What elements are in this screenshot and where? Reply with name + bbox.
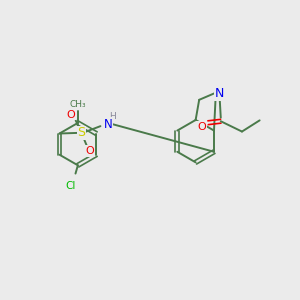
Text: S: S	[78, 126, 86, 140]
Text: N: N	[104, 118, 112, 130]
Text: CH₃: CH₃	[70, 100, 86, 109]
Text: N: N	[215, 87, 225, 100]
Text: H: H	[109, 112, 116, 121]
Text: O: O	[67, 110, 75, 120]
Text: O: O	[85, 146, 94, 156]
Text: Cl: Cl	[65, 181, 75, 191]
Text: O: O	[197, 122, 206, 132]
